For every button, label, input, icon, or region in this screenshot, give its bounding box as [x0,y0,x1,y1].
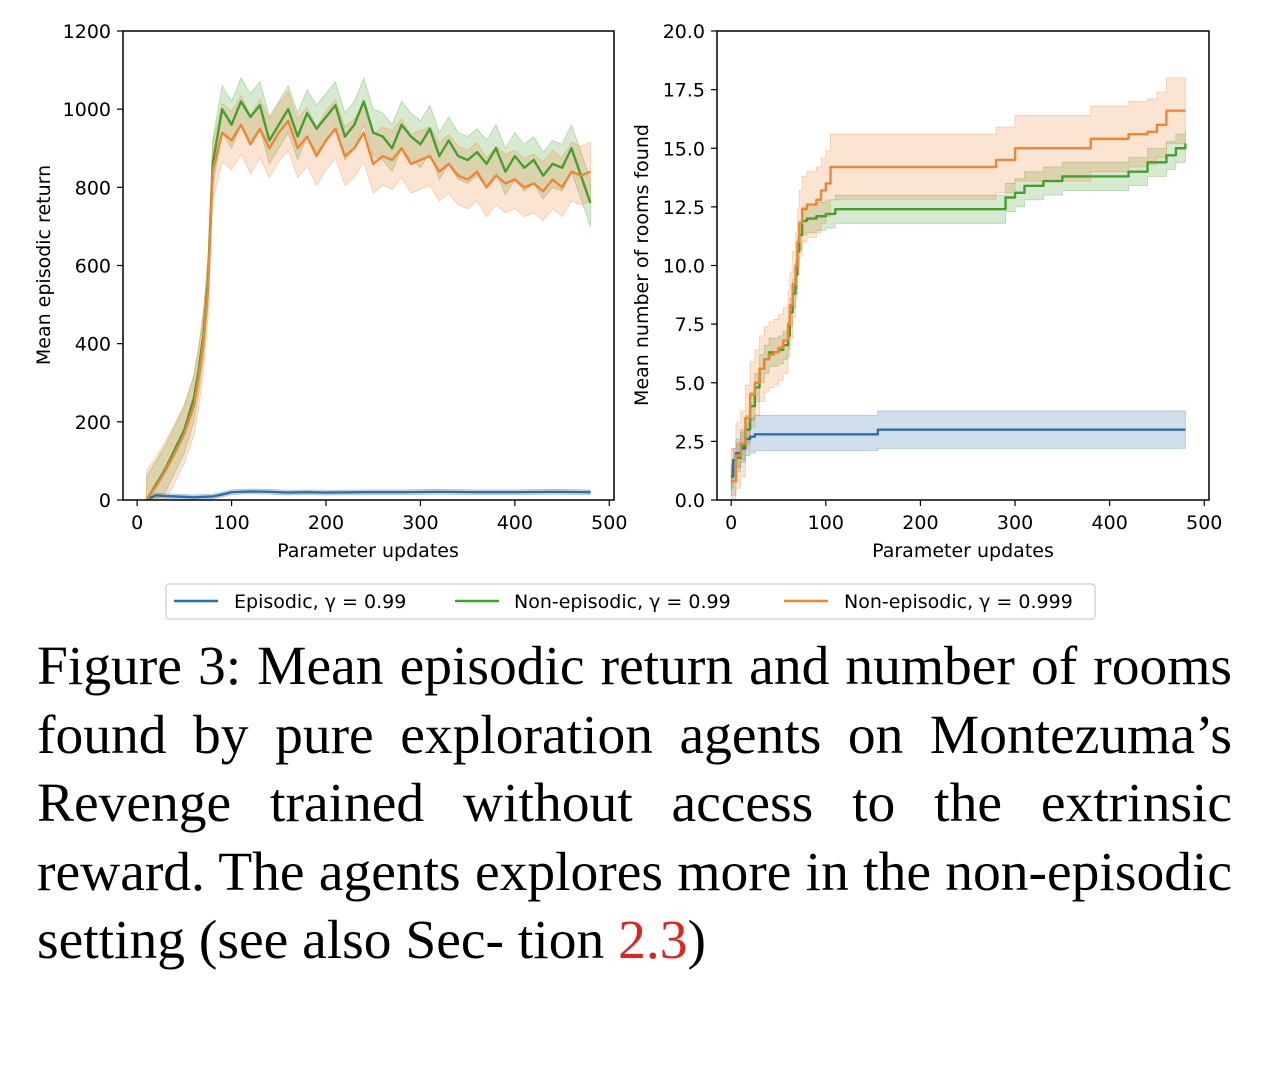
right-y-tick-label: 0.0 [675,490,705,512]
left-y-tick-label: 600 [75,256,111,278]
left-x-tick-label: 500 [591,512,627,534]
right-y-tick-label: 12.5 [663,197,705,219]
left-y-tick-label: 800 [75,177,111,199]
caption-text: Figure 3: Mean episodic return and numbe… [37,636,1232,971]
left-x-tick-label: 400 [497,512,533,534]
legend-frame [165,583,1096,620]
mean-episodic-return-plot: 0 100 200 300 400 500 0 200 400 600 800 1000 1200 P… [33,21,627,562]
right-y-axis-label: Mean number of rooms found [631,124,653,406]
left-line-series-2 [145,119,591,501]
right-x-tick-label: 100 [808,512,844,534]
right-y-tick-label: 15.0 [663,138,705,160]
left-x-tick-label: 0 [131,512,143,534]
left-y-tick-label: 1000 [63,99,111,121]
right-x-tick-label: 200 [902,512,938,534]
legend-label-non-episodic-099: Non-episodic, γ = 0.99 [514,591,731,613]
right-x-tick-label: 300 [997,512,1033,534]
right-x-axis-label: Parameter updates [872,540,1054,562]
right-band-series-0 [730,410,1186,489]
right-y-tick-label: 2.5 [675,431,705,453]
caption-close-paren: ) [687,910,706,971]
left-x-axis-label: Parameter updates [277,540,459,562]
legend-label-episodic: Episodic, γ = 0.99 [234,591,406,613]
figure-caption: Figure 3: Mean episodic return and numbe… [37,633,1232,976]
right-band-series-1 [730,129,1186,496]
left-band-series-1 [146,76,591,501]
left-y-axis-label: Mean episodic return [33,165,55,365]
rooms-found-plot: 0 100 200 300 400 500 0.0 2.5 5.0 7.5 10.0 12.5 15.… [631,21,1222,562]
left-x-tick-label: 100 [213,512,249,534]
right-y-tick-label: 5.0 [675,373,705,395]
right-x-tick-label: 500 [1186,512,1222,534]
legend: Episodic, γ = 0.99 Non-episodic, γ = 0.9… [165,583,1096,620]
right-x-tick-label: 0 [725,512,737,534]
right-y-tick-label: 7.5 [675,314,705,336]
left-line-series-0 [146,490,591,501]
right-line-series-2 [731,109,1186,483]
left-y-tick-label: 400 [75,334,111,356]
left-y-tick-label: 200 [75,412,111,434]
left-band-series-0 [146,488,591,501]
right-y-tick-label: 20.0 [663,21,705,43]
section-reference-link[interactable]: 2.3 [618,910,688,971]
right-y-tick-label: 10.0 [663,256,705,278]
left-y-tick-label: 1200 [63,21,111,43]
right-x-tick-label: 400 [1092,512,1128,534]
right-y-tick-label: 17.5 [663,80,705,102]
left-x-tick-label: 300 [402,512,438,534]
left-y-tick-label: 0 [99,490,111,512]
left-x-tick-label: 200 [308,512,344,534]
legend-label-non-episodic-0999: Non-episodic, γ = 0.999 [844,591,1073,613]
